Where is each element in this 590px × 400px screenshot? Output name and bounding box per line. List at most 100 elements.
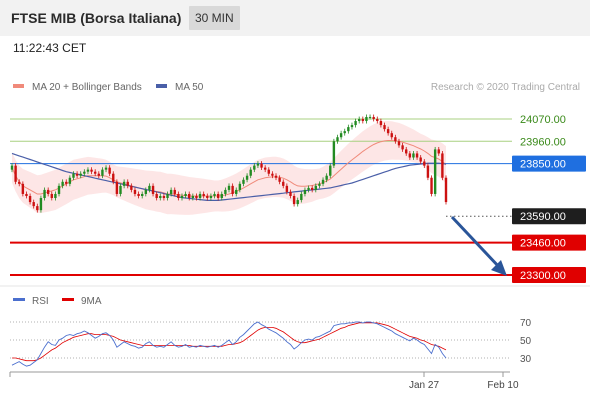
candle-body (227, 185, 231, 190)
rsi-line (11, 321, 447, 367)
candle-body (202, 193, 205, 196)
timeframe-button[interactable]: 30 MIN (189, 6, 240, 30)
rsi-tick-label: 70 (520, 318, 532, 329)
candle-body (235, 189, 238, 194)
ma9-legend-label: 9MA (81, 296, 102, 307)
candle-body (332, 141, 336, 166)
candle-body (97, 173, 100, 176)
x-tick-label: Feb 10 (487, 380, 519, 391)
candle-body (405, 149, 408, 154)
candle-body (386, 129, 390, 134)
candle-body (83, 171, 86, 174)
candle-body (122, 181, 126, 186)
candle-body (379, 121, 383, 126)
rsi-tick-label: 50 (520, 336, 532, 347)
price-level-label: 23460.00 (520, 238, 566, 250)
candle-body (86, 169, 90, 172)
rsi-legend-swatch (13, 298, 25, 301)
candle-body (209, 195, 213, 199)
timestamp: 11:22:43 CET (13, 41, 87, 55)
candle-body (383, 125, 386, 130)
candle-body (14, 165, 17, 182)
bollinger-band-area (12, 121, 446, 215)
candle-body (72, 173, 75, 178)
candle-body (46, 189, 50, 194)
candle-body (231, 185, 234, 194)
candle-body (242, 179, 245, 184)
price-level-tag (512, 267, 586, 283)
candle-body (437, 149, 440, 154)
candle-body (18, 181, 21, 184)
candle-body (220, 193, 223, 199)
rsi-tick-label: 30 (520, 354, 532, 365)
candle-body (358, 119, 361, 122)
candle-body (65, 181, 68, 184)
candle-body (274, 175, 278, 178)
candle-body (188, 193, 191, 199)
candle-body (36, 206, 39, 211)
candle-body (426, 165, 430, 178)
price-level-label: 23590.00 (520, 211, 566, 223)
candle-body (79, 173, 82, 176)
candle-body (289, 191, 292, 196)
candle-body (21, 183, 25, 194)
price-level-tag (512, 208, 586, 225)
candle-body (365, 116, 368, 122)
candle-body (213, 193, 216, 196)
candle-body (216, 193, 220, 199)
candle-body (263, 167, 267, 170)
candle-body (368, 116, 372, 118)
candle-body (159, 195, 162, 199)
bollinger-bands (12, 121, 446, 215)
candle-body (292, 195, 296, 205)
candle-body (75, 173, 79, 176)
forecast-arrow-shaft (450, 215, 502, 270)
price-level-tag (512, 155, 586, 172)
candle-body (271, 173, 274, 176)
candle-body (206, 195, 209, 199)
candle-body (329, 165, 332, 176)
candle-body (394, 137, 397, 142)
candle-body (267, 169, 270, 174)
candle-body (430, 177, 433, 194)
candlesticks (10, 114, 448, 213)
candle-body (177, 193, 180, 199)
candle-body (307, 187, 310, 190)
candle-body (318, 183, 321, 186)
candle-body (54, 193, 57, 199)
candle-body (166, 193, 169, 199)
candle-body (195, 195, 198, 199)
candle-body (10, 165, 14, 170)
price-level-label: 23300.00 (520, 270, 566, 282)
candle-body (314, 185, 317, 190)
candle-body (372, 116, 375, 119)
candle-body (191, 195, 195, 199)
candle-body (325, 175, 328, 180)
candle-body (260, 163, 263, 168)
candle-body (310, 187, 314, 190)
candle-body (444, 177, 448, 203)
rsi-ma9-line (12, 322, 447, 362)
candle-body (141, 193, 144, 196)
price-level-labels: 24070.00 23960.00 23850.00 23590.00 23460.00… (512, 114, 586, 283)
candle-body (347, 127, 350, 132)
candle-body (397, 141, 401, 146)
candle-body (151, 185, 155, 194)
candle-body (198, 193, 202, 199)
candle-body (126, 181, 129, 186)
candle-body (144, 189, 148, 194)
candle-body (57, 185, 61, 194)
candle-body (148, 185, 151, 190)
candle-body (339, 133, 343, 138)
candle-body (115, 181, 119, 194)
candle-body (32, 202, 35, 207)
candle-body (61, 181, 64, 186)
candle-body (130, 185, 133, 190)
candle-body (112, 173, 115, 182)
candle-body (303, 189, 307, 194)
candle-body (119, 185, 122, 194)
candle-body (249, 169, 252, 176)
ma20-legend-label: MA 20 + Bollinger Bands (32, 82, 142, 93)
candle-body (137, 193, 140, 196)
